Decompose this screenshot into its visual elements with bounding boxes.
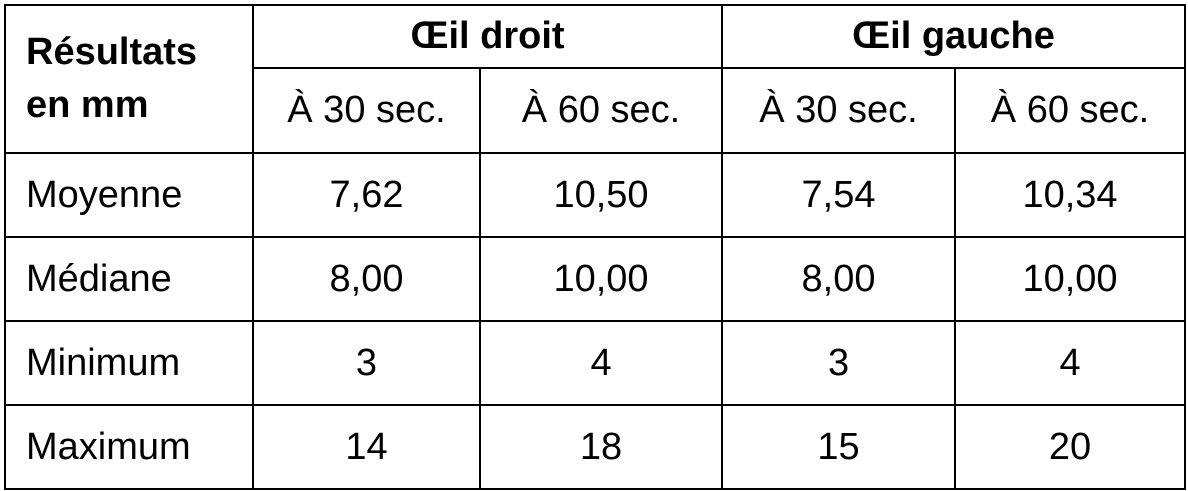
cell-value: 10,00 — [954, 236, 1187, 322]
cell-value: 3 — [252, 320, 481, 406]
cell-value: 20 — [954, 404, 1187, 490]
cell-value: 4 — [954, 320, 1187, 406]
data-row: Maximum 14 18 15 20 — [4, 404, 1187, 490]
cell-value: 4 — [478, 320, 724, 406]
cell-value: 8,00 — [721, 236, 957, 322]
cell-value: 8,00 — [252, 236, 481, 322]
cell-value: 18 — [478, 404, 724, 490]
subheader: À 30 sec. — [721, 67, 957, 154]
results-table: Résultats en mm Œil droit Œil gauche À 3… — [4, 4, 1187, 490]
cell-value: 10,50 — [478, 152, 724, 238]
corner-header: Résultats en mm — [4, 4, 254, 154]
cell-value: 14 — [252, 404, 481, 490]
subheader-row: À 30 sec. À 60 sec. À 30 sec. À 60 sec. — [5, 67, 1187, 154]
cell-value: 10,34 — [954, 152, 1187, 238]
row-label: Minimum — [4, 320, 254, 406]
subheader: À 30 sec. — [252, 67, 481, 154]
cell-value: 15 — [721, 404, 957, 490]
header-row: Résultats en mm Œil droit Œil gauche — [4, 4, 1187, 154]
cell-value: 10,00 — [478, 236, 724, 322]
data-row: Minimum 3 4 3 4 — [4, 320, 1187, 406]
data-row: Moyenne 7,62 10,50 7,54 10,34 — [4, 152, 1187, 238]
row-label: Maximum — [4, 404, 254, 490]
subheader: À 60 sec. — [954, 67, 1187, 154]
row-label: Moyenne — [4, 152, 254, 238]
table-body: Moyenne 7,62 10,50 7,54 10,34 Médiane 8,00 10,0… — [4, 152, 1187, 490]
cell-value: 7,62 — [252, 152, 481, 238]
cell-value: 7,54 — [721, 152, 957, 238]
cell-value: 3 — [721, 320, 957, 406]
data-row: Médiane 8,00 10,00 8,00 10,00 — [4, 236, 1187, 322]
group-header: Œil gauche — [721, 4, 1187, 69]
subheader: À 60 sec. — [478, 67, 724, 154]
group-header: Œil droit — [251, 4, 724, 69]
row-label: Médiane — [4, 236, 254, 322]
